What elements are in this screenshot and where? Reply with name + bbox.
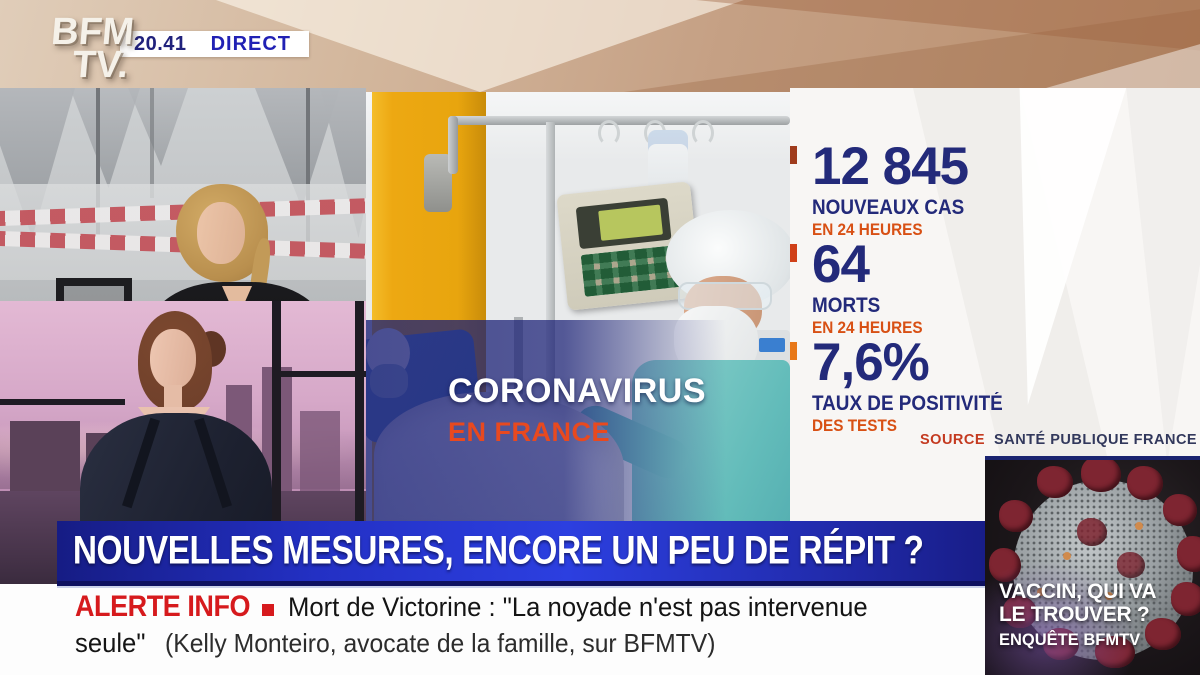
ticker-line1: ALERTE INFO Mort de Victorine : "La noya… bbox=[75, 590, 985, 624]
guest-neckline bbox=[222, 286, 252, 301]
source-label: SOURCE bbox=[920, 432, 986, 448]
logo-line2: TV. bbox=[70, 43, 131, 86]
stat-label: TAUX DE POSITIVITÉ bbox=[812, 392, 1003, 415]
blue-overlay bbox=[366, 320, 726, 525]
tarp-shape bbox=[70, 88, 140, 188]
stat-label: MORTS bbox=[812, 294, 881, 317]
promo-line2: LE TROUVER ? bbox=[999, 603, 1150, 627]
promo-panel: VACCIN, QUI VA LE TROUVER ? ENQUÊTE BFMT… bbox=[985, 456, 1200, 675]
stat-value: 12 845 bbox=[812, 137, 969, 196]
virus-spike bbox=[1145, 618, 1181, 650]
window-mullion bbox=[0, 399, 125, 405]
clock: 20.41 bbox=[134, 32, 187, 55]
virus-spike bbox=[999, 500, 1033, 532]
virus-spike bbox=[1127, 466, 1163, 500]
stat-sublabel: EN 24 HEURES bbox=[812, 220, 923, 239]
time-strip: 20.41 DIRECT bbox=[120, 31, 310, 57]
photo-caption: CORONAVIRUS EN FRANCE bbox=[448, 372, 706, 447]
stat-positivity: 7,6% TAUX DE POSITIVITÉ DES TESTS bbox=[812, 336, 1024, 434]
virus-spike bbox=[1081, 460, 1121, 492]
stat-value: 64 bbox=[812, 235, 870, 294]
mast-line bbox=[306, 88, 310, 248]
window-mullion bbox=[281, 371, 366, 377]
stat-sublabel: DES TESTS bbox=[812, 416, 898, 435]
orange-square-bullet bbox=[790, 244, 797, 262]
wall-lamp bbox=[424, 154, 452, 212]
iv-hook bbox=[598, 120, 620, 146]
buildings bbox=[300, 411, 340, 495]
ceiling-rail-elbow bbox=[448, 116, 458, 174]
red-square-icon bbox=[261, 604, 274, 616]
stat-sublabel: EN 24 HEURES bbox=[812, 318, 923, 337]
caption-title: CORONAVIRUS bbox=[448, 372, 706, 410]
buildings bbox=[10, 421, 80, 495]
caption-subtitle: EN FRANCE bbox=[448, 416, 611, 447]
bfmtv-logo: BFM TV. bbox=[47, 11, 143, 86]
mast-line bbox=[150, 88, 154, 198]
ticker-text: seule" bbox=[75, 628, 146, 658]
promo-line3: ENQUÊTE BFMTV bbox=[999, 631, 1141, 650]
source-line: SOURCE SANTÉ PUBLIQUE FRANCE bbox=[920, 432, 1197, 448]
promo-text: VACCIN, QUI VA LE TROUVER ? ENQUÊTE BFMT… bbox=[999, 580, 1157, 650]
virus-spike bbox=[1037, 466, 1073, 498]
window-mullion bbox=[355, 301, 364, 585]
pump-lcd bbox=[598, 204, 663, 241]
source-value: SANTÉ PUBLIQUE FRANCE bbox=[994, 432, 1198, 448]
stat-new-cases: 12 845 NOUVEAUX CAS EN 24 HEURES bbox=[812, 140, 981, 238]
ticker-text: Mort de Victorine : "La noyade n'est pas… bbox=[287, 591, 868, 622]
news-ticker: ALERTE INFO Mort de Victorine : "La noya… bbox=[0, 584, 985, 675]
promo-line1: VACCIN, QUI VA bbox=[999, 580, 1157, 603]
ceiling-rail bbox=[448, 116, 790, 125]
virus-spike bbox=[1077, 518, 1107, 546]
virus-spike bbox=[1177, 536, 1200, 572]
headline-text: NOUVELLES MESURES, ENCORE UN PEU DE RÉPI… bbox=[72, 528, 924, 573]
studio-backdrop bbox=[0, 0, 1200, 92]
window-mullion bbox=[272, 301, 281, 585]
ticker-attribution: (Kelly Monteiro, avocate de la famille, … bbox=[165, 628, 716, 658]
orange-square-bullet bbox=[790, 342, 797, 360]
headline-banner: NOUVELLES MESURES, ENCORE UN PEU DE RÉPI… bbox=[57, 521, 985, 586]
studio-monitor-frame bbox=[56, 278, 132, 301]
guest-face bbox=[197, 202, 245, 264]
hospital-photo: CORONAVIRUS EN FRANCE bbox=[366, 92, 790, 525]
virus-spike bbox=[1163, 494, 1197, 526]
virus-dot bbox=[1063, 552, 1071, 560]
virus-spike bbox=[1117, 552, 1145, 578]
iv-hook bbox=[692, 120, 714, 146]
live-badge: DIRECT bbox=[210, 32, 292, 55]
presenter-face bbox=[150, 329, 196, 389]
stat-label: NOUVEAUX CAS bbox=[812, 196, 965, 219]
virus-spike bbox=[989, 548, 1021, 582]
stats-panel: 12 845 NOUVEAUX CAS EN 24 HEURES 64 MORT… bbox=[790, 88, 1200, 675]
virus-dot bbox=[1135, 522, 1143, 530]
tarp-shape bbox=[128, 88, 188, 166]
virus-spike bbox=[1171, 582, 1200, 616]
stat-value: 7,6% bbox=[812, 333, 930, 392]
alert-label: ALERTE INFO bbox=[75, 590, 251, 623]
orange-square-bullet bbox=[790, 146, 797, 164]
ticker-line2: seule" (Kelly Monteiro, avocate de la fa… bbox=[75, 628, 985, 659]
mast-line bbox=[96, 88, 100, 238]
video-feed-guest bbox=[0, 88, 366, 301]
stat-deaths: 64 MORTS EN 24 HEURES bbox=[812, 238, 935, 336]
